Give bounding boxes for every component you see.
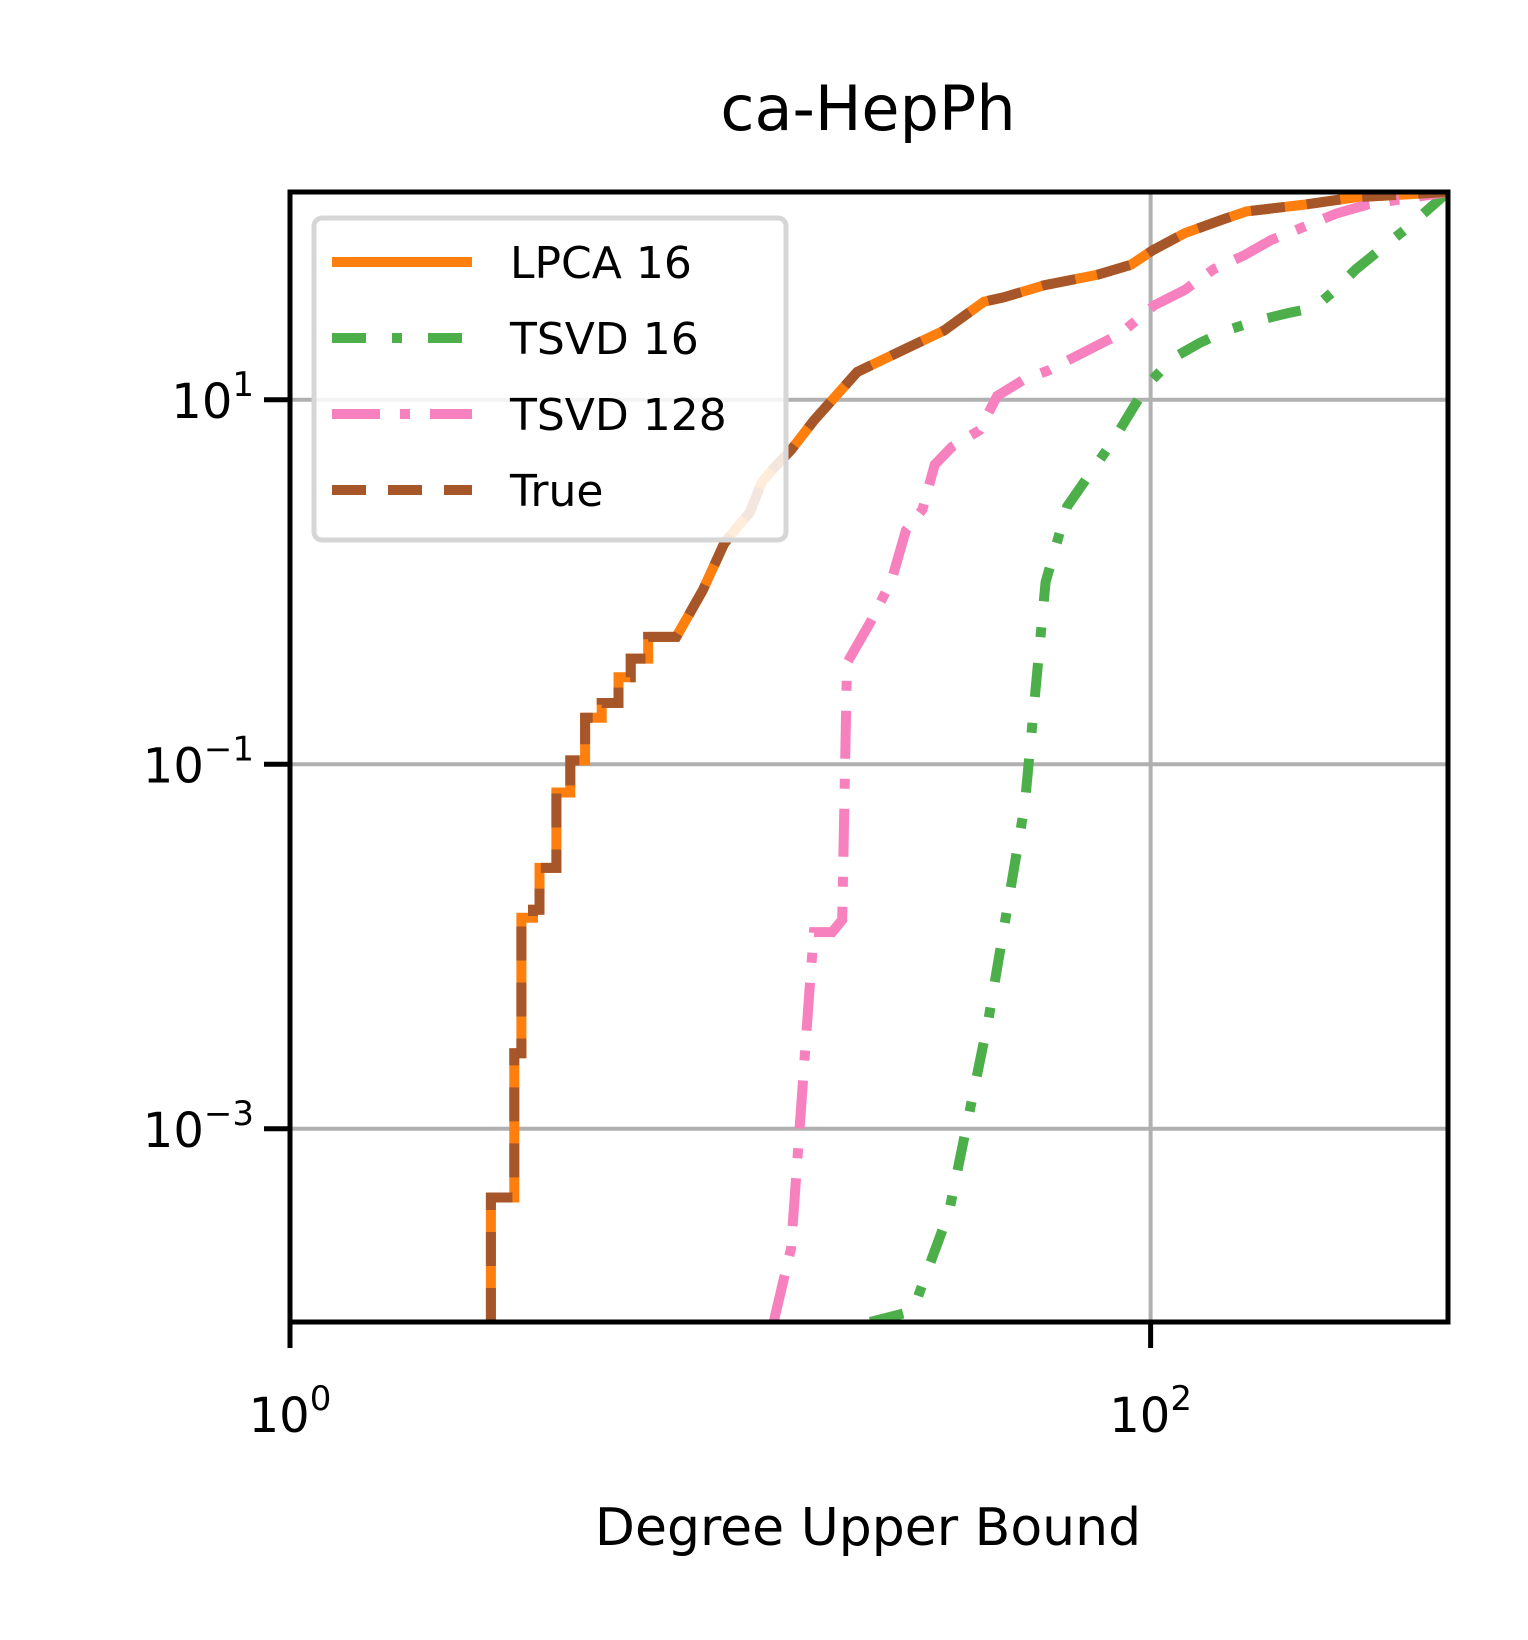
chart-title: ca-HepPh bbox=[720, 72, 1015, 145]
legend-label-2: TSVD 128 bbox=[509, 390, 727, 441]
y-tick-label-0: 101 bbox=[171, 365, 254, 430]
x-axis-label: Degree Upper Bound bbox=[595, 1498, 1141, 1558]
series-line-true bbox=[485, 192, 1448, 1322]
legend-box bbox=[311, 215, 789, 543]
y-tick-label-1: 10−1 bbox=[143, 729, 254, 794]
x-tick-label-0: 100 bbox=[249, 1379, 332, 1444]
plot-frame bbox=[287, 189, 1451, 1325]
x-tick-label-1: 102 bbox=[1109, 1379, 1192, 1444]
series-line-tsvd-16 bbox=[868, 192, 1448, 1322]
axis-ticks: 100 102 101 10−1 10−3 bbox=[143, 365, 1192, 1444]
series-layer bbox=[485, 192, 1448, 1322]
legend: LPCA 16 TSVD 16 TSVD 128 True bbox=[311, 215, 789, 543]
y-tick-label-2: 10−3 bbox=[143, 1094, 254, 1159]
legend-label-1: TSVD 16 bbox=[509, 314, 699, 365]
legend-label-3: True bbox=[509, 466, 603, 517]
series-line-tsvd-128 bbox=[768, 192, 1448, 1322]
legend-label-0: LPCA 16 bbox=[510, 238, 692, 289]
